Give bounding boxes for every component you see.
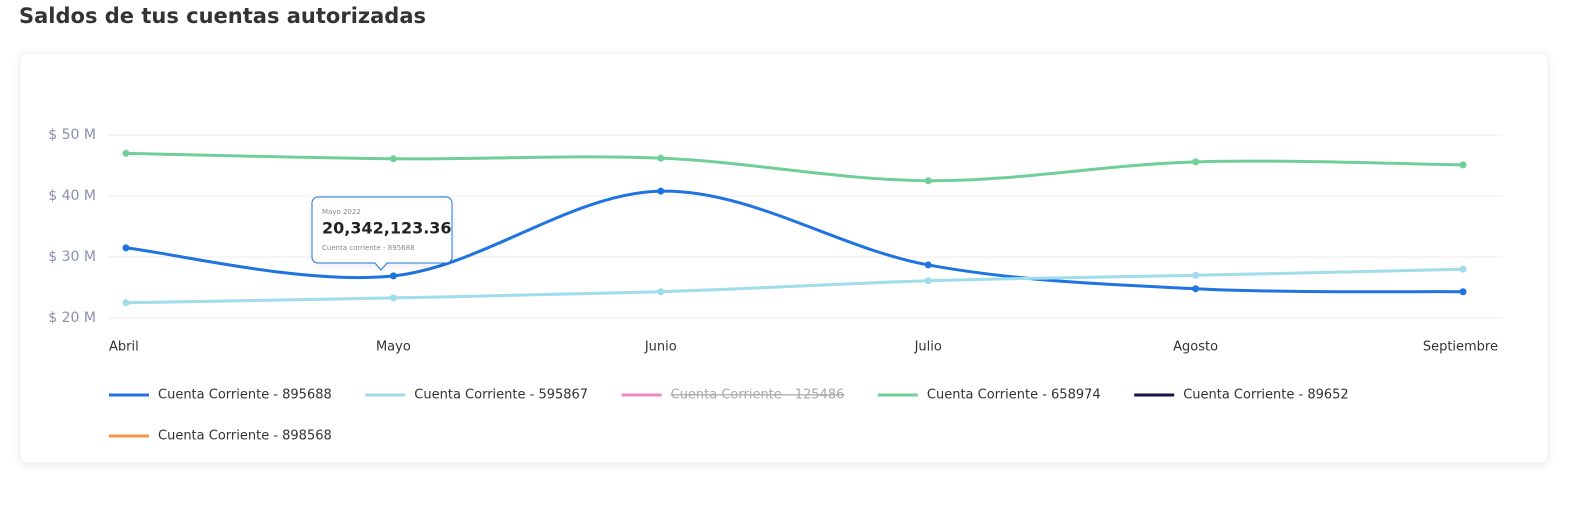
data-point: [924, 277, 932, 285]
series-line: [125, 189, 1464, 294]
tooltip-box: [311, 196, 453, 271]
tooltip-value: 20,342,123.36: [322, 219, 452, 238]
data-point: [1192, 158, 1200, 166]
x-tick-label: Junio: [644, 340, 677, 355]
y-tick-label: $ 50 M: [48, 127, 96, 143]
data-point: [122, 149, 130, 157]
y-tick-label: $ 20 M: [48, 310, 96, 326]
card: [19, 52, 1549, 464]
legend-label[interactable]: Cuenta Corriente - 595867: [414, 388, 588, 403]
data-point: [389, 272, 397, 280]
data-point: [1459, 288, 1467, 296]
chart-title: Saldos de tus cuentas autorizadas: [19, 4, 426, 28]
data-point: [657, 187, 665, 195]
y-tick-label: $ 30 M: [48, 249, 96, 265]
x-tick-label: Agosto: [1173, 340, 1218, 355]
series-line: [125, 151, 1464, 183]
legend-label[interactable]: Cuenta Corriente - 895688: [158, 388, 332, 403]
data-point: [924, 177, 932, 185]
tooltip-subtitle: Cuenta corriente - 895688: [322, 244, 415, 252]
tooltip: Mayo 2022 20,342,123.36 Cuenta corriente…: [311, 196, 453, 271]
data-point: [1192, 285, 1200, 293]
x-tick-label: Julio: [914, 340, 942, 355]
data-point: [122, 244, 130, 252]
x-tick-label: Abril: [109, 340, 139, 355]
data-point: [1192, 271, 1200, 279]
data-point: [1459, 265, 1467, 273]
legend-label[interactable]: Cuenta Corriente - 658974: [927, 388, 1101, 403]
data-point: [1459, 161, 1467, 169]
data-point: [389, 155, 397, 163]
data-point: [657, 288, 665, 296]
series-line: [125, 267, 1464, 305]
data-point: [122, 299, 130, 307]
legend-label[interactable]: Cuenta Corriente - 89652: [1183, 388, 1349, 403]
data-point: [924, 261, 932, 269]
data-point: [657, 154, 665, 162]
y-tick-label: $ 40 M: [48, 188, 96, 204]
x-tick-label: Septiembre: [1423, 340, 1498, 355]
data-point: [389, 294, 397, 302]
tooltip-title: Mayo 2022: [322, 208, 361, 216]
legend-label[interactable]: Cuenta Corriente - 898568: [158, 429, 332, 444]
x-tick-label: Mayo: [376, 340, 411, 355]
legend-label[interactable]: Cuenta Corriente - 125486: [671, 388, 845, 403]
